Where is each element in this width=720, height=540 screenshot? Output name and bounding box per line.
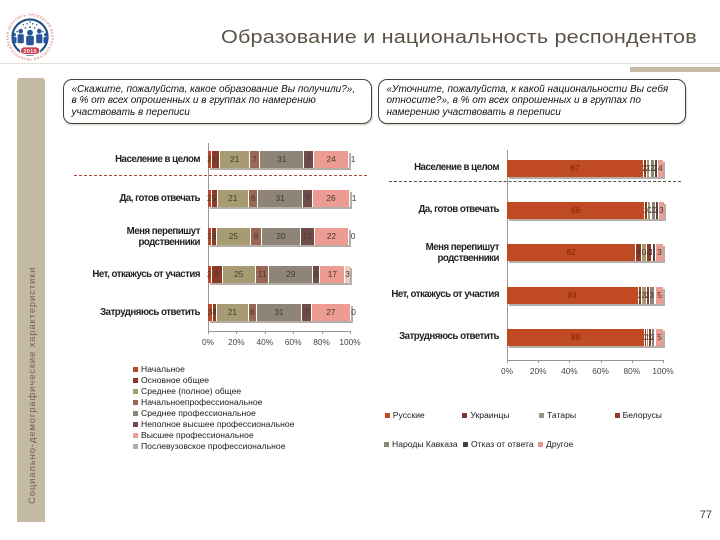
svg-text:2010: 2010 [23,49,37,55]
